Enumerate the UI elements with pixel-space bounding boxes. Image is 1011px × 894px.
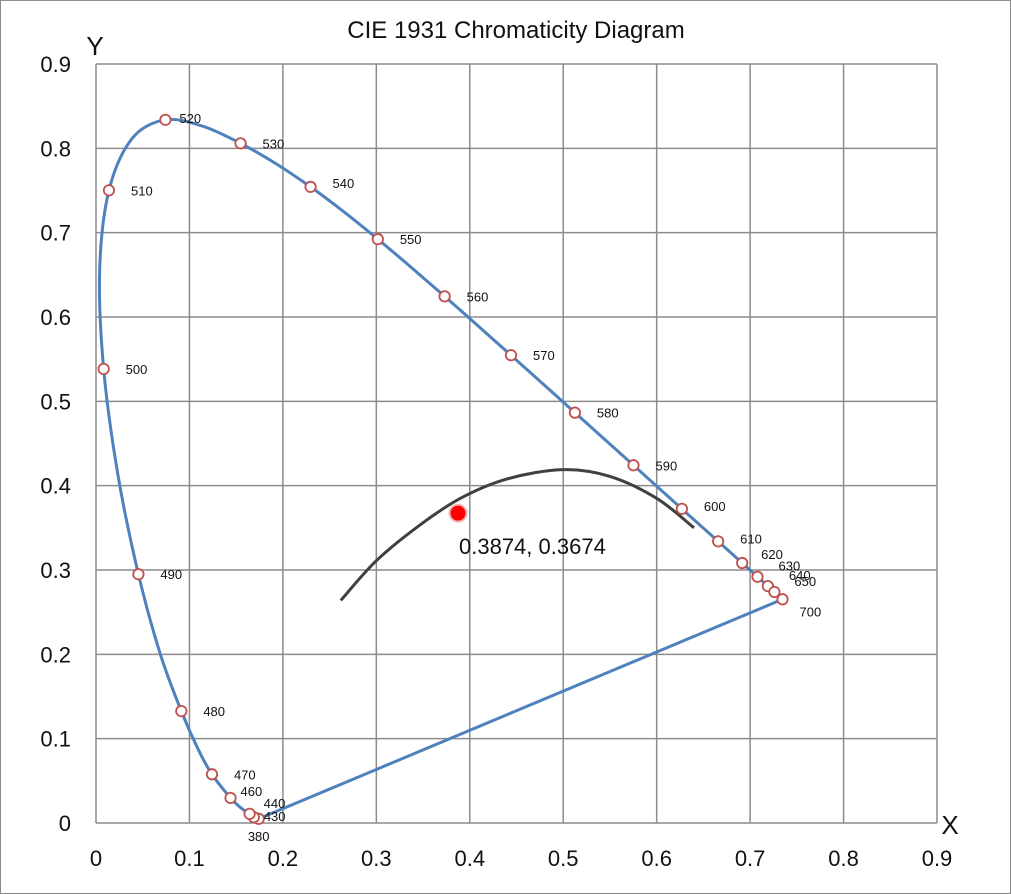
wavelength-label: 540 bbox=[333, 176, 355, 191]
wavelength-marker bbox=[568, 406, 582, 419]
wavelength-marker bbox=[205, 768, 219, 781]
wavelength-marker bbox=[304, 180, 317, 193]
wavelength-label: 600 bbox=[704, 499, 726, 514]
y-tick-label: 0.8 bbox=[40, 136, 71, 161]
x-axis-label: X bbox=[941, 810, 958, 840]
axis-ticks: 0 0.1 0.2 0.3 0.4 0.5 0.6 0.7 0.8 0.9 0 0.1 0.2 0.3 0.… bbox=[40, 52, 952, 871]
x-tick-label: 0.8 bbox=[828, 846, 859, 871]
wavelength-marker bbox=[504, 349, 518, 362]
wavelength-label: 580 bbox=[597, 406, 619, 421]
wavelength-label: 630 bbox=[778, 559, 800, 574]
y-tick-label: 0.2 bbox=[40, 642, 71, 667]
line-of-purples bbox=[258, 597, 784, 821]
wavelength-label: 560 bbox=[467, 289, 489, 304]
wavelength-label: 640 bbox=[789, 568, 811, 583]
wavelength-label: 550 bbox=[400, 232, 422, 247]
wavelength-marker bbox=[768, 585, 781, 599]
wavelength-marker bbox=[243, 807, 256, 820]
wavelength-marker bbox=[751, 570, 764, 583]
wavelength-label: 620 bbox=[761, 547, 783, 562]
wavelength-marker bbox=[371, 233, 384, 246]
wavelength-label: 460 bbox=[241, 784, 263, 799]
wavelength-label: 610 bbox=[740, 531, 762, 546]
x-tick-label: 0.3 bbox=[361, 846, 392, 871]
wavelength-marker bbox=[776, 593, 789, 606]
wavelength-label: 470 bbox=[234, 767, 256, 782]
wavelength-label: 480 bbox=[203, 704, 225, 719]
wavelength-label: 430 bbox=[264, 809, 286, 824]
y-tick-label: 0.6 bbox=[40, 305, 71, 330]
wavelength-label: 570 bbox=[533, 348, 555, 363]
wavelength-marker bbox=[175, 704, 188, 718]
wavelength-marker bbox=[132, 568, 145, 581]
spectral-locus-line bbox=[97, 117, 784, 821]
wavelength-marker bbox=[97, 362, 110, 376]
x-tick-label: 0.1 bbox=[174, 846, 205, 871]
y-tick-label: 0.4 bbox=[40, 474, 71, 499]
wavelength-marker bbox=[438, 290, 451, 303]
x-tick-label: 0.5 bbox=[548, 846, 579, 871]
wavelength-label: 510 bbox=[131, 183, 153, 198]
planckian-locus-line bbox=[339, 468, 695, 602]
y-tick-label: 0.9 bbox=[40, 52, 71, 77]
wavelength-marker bbox=[675, 502, 688, 515]
wavelength-marker bbox=[224, 791, 237, 805]
wavelength-label: 590 bbox=[655, 458, 677, 473]
wavelength-label: 520 bbox=[179, 111, 201, 126]
marked-point bbox=[448, 503, 468, 523]
wavelength-marker bbox=[627, 459, 640, 472]
x-tick-label: 0.2 bbox=[268, 846, 299, 871]
wavelength-label: 380 bbox=[248, 829, 270, 844]
x-tick-label: 0.4 bbox=[454, 846, 485, 871]
wavelength-marker bbox=[159, 113, 172, 126]
wavelength-label: 530 bbox=[263, 136, 285, 151]
marked-point-label: 0.3874, 0.3674 bbox=[459, 534, 606, 559]
y-tick-label: 0.7 bbox=[40, 221, 71, 246]
x-tick-label: 0.6 bbox=[641, 846, 672, 871]
wavelength-label: 490 bbox=[160, 567, 182, 582]
y-tick-label: 0 bbox=[59, 811, 71, 836]
x-tick-label: 0 bbox=[90, 846, 102, 871]
x-tick-label: 0.7 bbox=[735, 846, 766, 871]
wavelength-label: 440 bbox=[264, 796, 286, 811]
y-axis-label: Y bbox=[86, 31, 103, 61]
wavelength-label: 650 bbox=[794, 574, 816, 589]
y-tick-label: 0.5 bbox=[40, 389, 71, 414]
y-tick-label: 0.1 bbox=[40, 727, 71, 752]
wavelength-marker bbox=[234, 137, 247, 150]
wavelength-marker bbox=[736, 556, 749, 570]
wavelength-label: 500 bbox=[126, 362, 148, 377]
chart-grid bbox=[95, 63, 938, 824]
wavelength-marker bbox=[102, 184, 116, 197]
wavelength-label: 700 bbox=[800, 604, 822, 619]
wavelength-marker bbox=[712, 535, 725, 548]
y-tick-label: 0.3 bbox=[40, 558, 71, 583]
chart-title: CIE 1931 Chromaticity Diagram bbox=[347, 17, 684, 44]
x-tick-label: 0.9 bbox=[922, 846, 953, 871]
